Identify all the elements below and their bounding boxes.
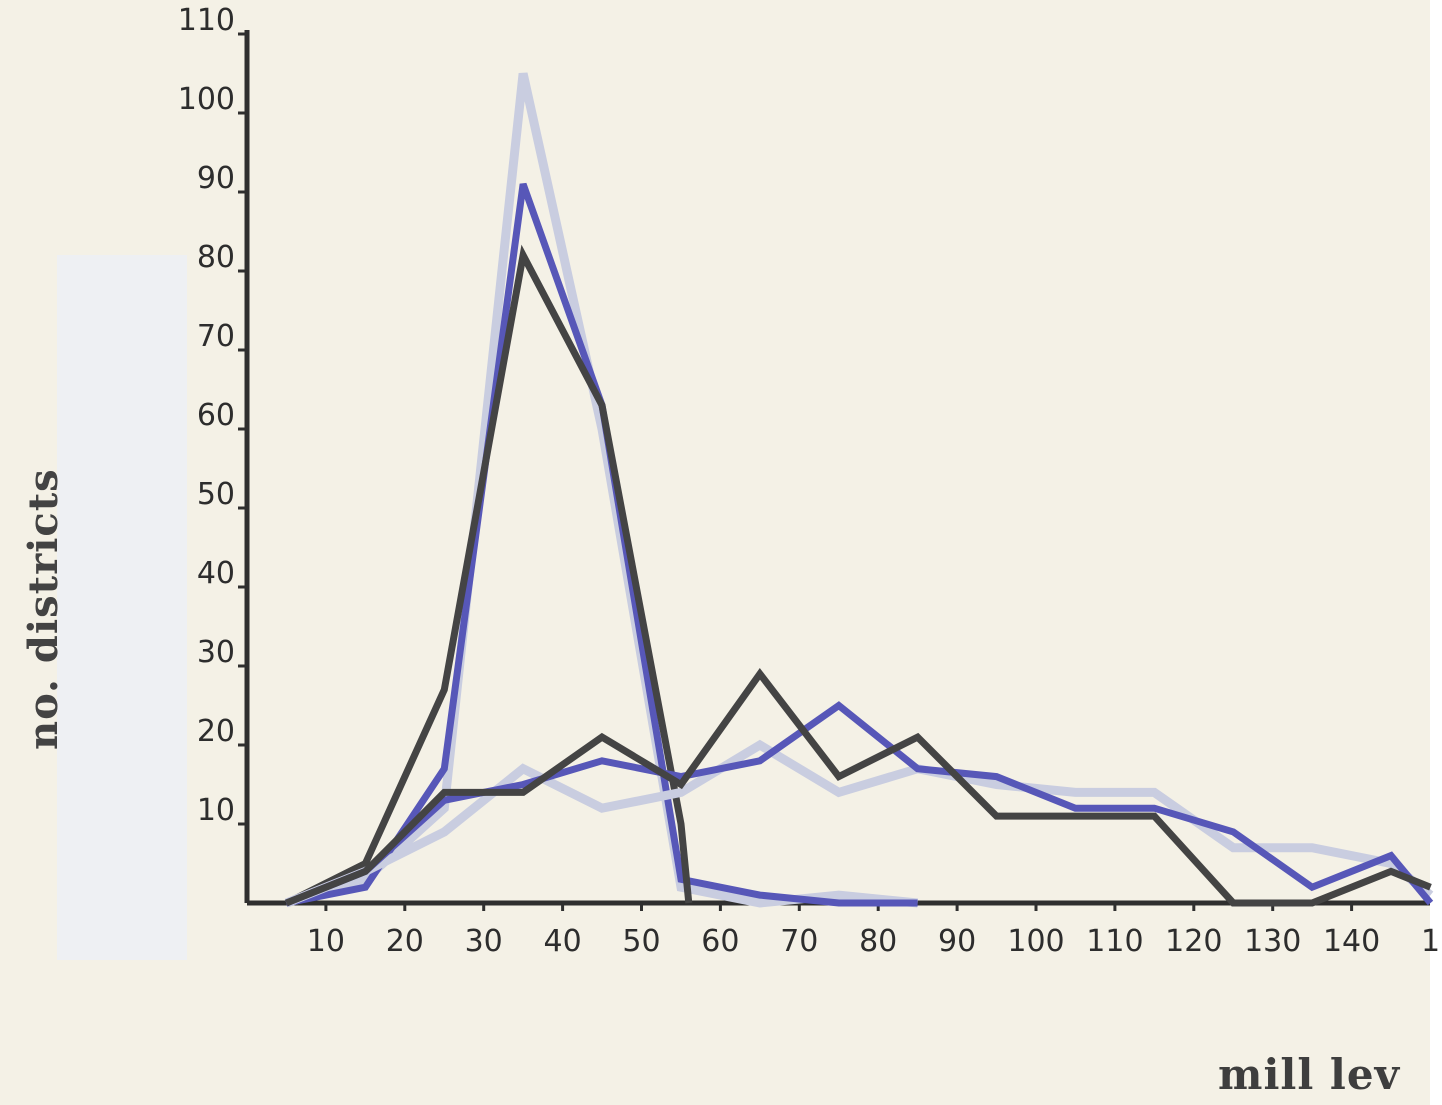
y-tick-label: 110 xyxy=(178,3,235,38)
y-tick-label: 20 xyxy=(197,714,235,749)
x-tick-label: 20 xyxy=(386,924,424,959)
series-line-3 xyxy=(284,244,693,907)
x-tick-label: 120 xyxy=(1165,924,1222,959)
y-tick-label: 100 xyxy=(178,82,235,117)
series-line-6 xyxy=(285,668,1432,907)
page-edge xyxy=(1430,0,1442,1105)
x-tick-label: 100 xyxy=(1007,924,1064,959)
x-tick-label: 110 xyxy=(1086,924,1143,959)
x-tick-label: 70 xyxy=(780,924,818,959)
series-line-5 xyxy=(285,701,1434,907)
x-tick-label: 90 xyxy=(938,924,976,959)
series-line-2 xyxy=(285,182,918,907)
x-tick-label: 1 xyxy=(1421,924,1440,959)
x-tick-label: 130 xyxy=(1244,924,1301,959)
y-tick-label: 10 xyxy=(197,793,235,828)
x-axis-label: mill lev xyxy=(1218,1050,1401,1099)
x-tick-label: 30 xyxy=(465,924,503,959)
y-tick-label: 70 xyxy=(197,319,235,354)
y-tick-label: 40 xyxy=(197,556,235,591)
y-axis-label: no. districts xyxy=(20,468,67,750)
y-tick-label: 30 xyxy=(197,635,235,670)
y-tick-label: 90 xyxy=(197,161,235,196)
x-tick-label: 50 xyxy=(622,924,660,959)
x-tick-label: 10 xyxy=(307,924,345,959)
y-tick-label: 60 xyxy=(197,398,235,433)
x-tick-label: 80 xyxy=(859,924,897,959)
y-tick-label: 80 xyxy=(197,240,235,275)
x-tick-label: 60 xyxy=(701,924,739,959)
y-tick-label: 50 xyxy=(197,477,235,512)
background-panel xyxy=(57,255,187,960)
x-tick-label: 140 xyxy=(1323,924,1380,959)
x-tick-label: 40 xyxy=(544,924,582,959)
series-line-4 xyxy=(284,739,1434,908)
